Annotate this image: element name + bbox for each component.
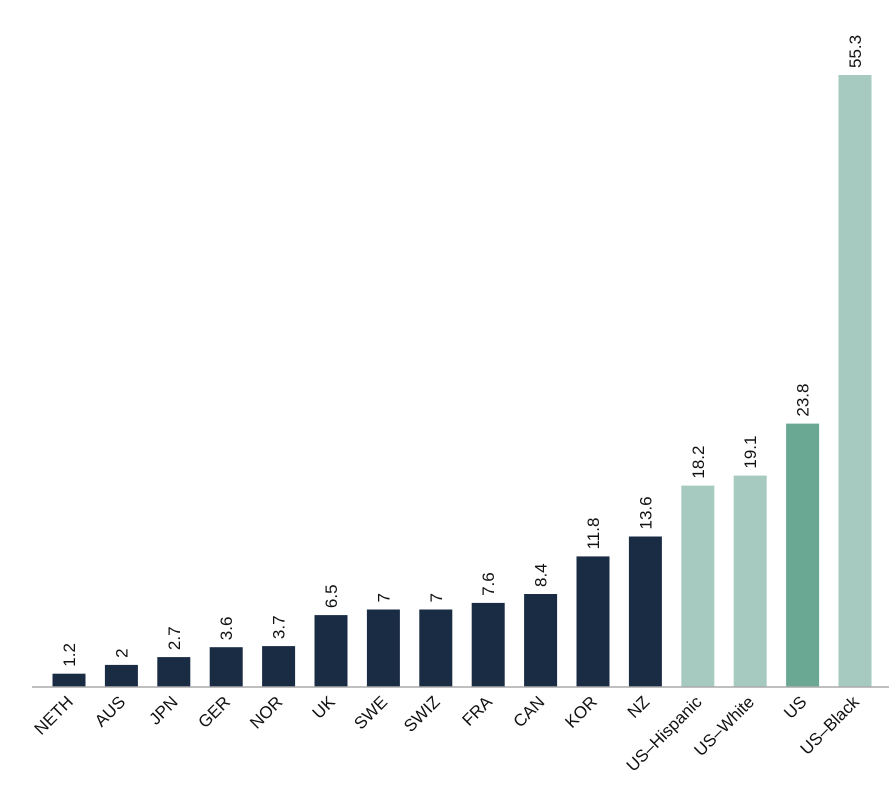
bar-7	[419, 609, 453, 687]
tick-label-11: NZ	[624, 692, 653, 721]
bar-10	[576, 556, 610, 687]
tick-label-9: CAN	[510, 692, 549, 731]
bar-8	[471, 602, 505, 687]
bar-13	[733, 475, 767, 687]
value-label-14: 23.8	[794, 384, 813, 417]
bar-5	[314, 615, 348, 687]
value-label-5: 6.5	[322, 584, 341, 608]
tick-label-8: FRA	[459, 692, 497, 730]
value-label-11: 13.6	[636, 496, 655, 529]
value-label-0: 1.2	[60, 643, 79, 667]
value-label-1: 2	[112, 648, 131, 657]
bar-15	[838, 75, 872, 687]
tick-label-3: GER	[195, 692, 234, 731]
tick-label-2: JPN	[145, 692, 181, 728]
bar-6	[366, 609, 400, 687]
bar-1	[104, 664, 138, 687]
bar-3	[209, 647, 243, 687]
value-label-9: 8.4	[532, 563, 551, 587]
value-label-8: 7.6	[479, 572, 498, 596]
tick-label-0: NETH	[31, 692, 77, 738]
bar-14	[786, 423, 820, 687]
value-label-7: 7	[427, 593, 446, 602]
x-tick-labels-group: NETH AUS JPN GER NOR UK SWE SWIZ FRA CAN KOR NZUS–H…	[31, 692, 864, 775]
bar-0	[52, 673, 86, 687]
tick-label-6: SWE	[350, 692, 391, 733]
bars-group	[52, 75, 872, 687]
value-label-12: 18.2	[689, 446, 708, 479]
tick-label-1: AUS	[91, 692, 129, 730]
tick-label-10: KOR	[561, 692, 600, 731]
value-label-3: 3.6	[217, 617, 236, 641]
bar-11	[628, 536, 662, 687]
value-label-10: 11.8	[584, 518, 603, 550]
tick-label-5: UK	[309, 692, 340, 723]
bar-12	[681, 485, 715, 687]
bar-9	[524, 594, 558, 687]
value-label-13: 19.1	[741, 436, 760, 469]
value-label-2: 2.7	[165, 626, 184, 650]
value-label-6: 7	[374, 593, 393, 602]
value-label-15: 55.3	[846, 35, 865, 68]
bar-4	[262, 646, 296, 687]
bar-2	[157, 657, 191, 687]
tick-label-14: US	[780, 692, 810, 722]
tick-label-7: SWIZ	[400, 692, 443, 735]
value-label-4: 3.7	[270, 615, 289, 639]
value-labels-group: 1.2 2 2.7 3.6 3.7 6.5 7 7 7.6 8.4 11.8 13.6 18.2 19.1…	[60, 35, 865, 667]
tick-label-4: NOR	[246, 692, 286, 732]
